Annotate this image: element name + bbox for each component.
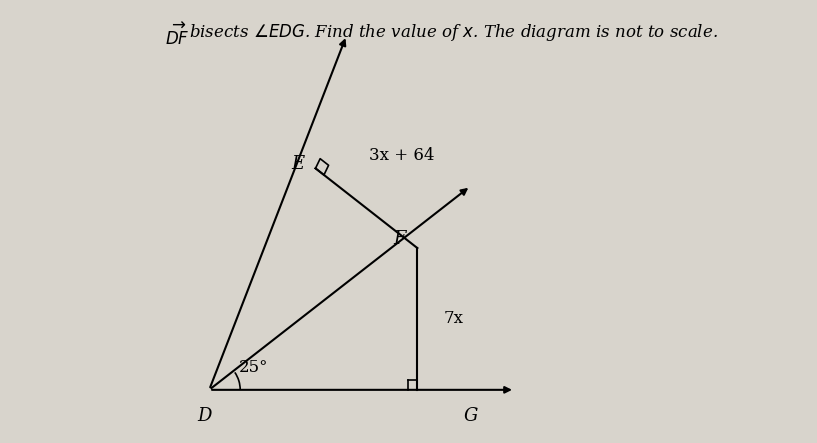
Text: E: E bbox=[291, 155, 305, 173]
Text: D: D bbox=[198, 408, 212, 425]
Text: 3x + 64: 3x + 64 bbox=[368, 147, 434, 163]
Text: 7x: 7x bbox=[444, 311, 464, 327]
Text: $\overrightarrow{DF}$: $\overrightarrow{DF}$ bbox=[165, 22, 190, 49]
Text: 25°: 25° bbox=[239, 359, 268, 376]
Text: G: G bbox=[463, 408, 478, 425]
Text: bisects $\angle EDG$. Find the value of $x$. The diagram is not to scale.: bisects $\angle EDG$. Find the value of … bbox=[190, 22, 718, 43]
Text: F: F bbox=[394, 230, 406, 248]
